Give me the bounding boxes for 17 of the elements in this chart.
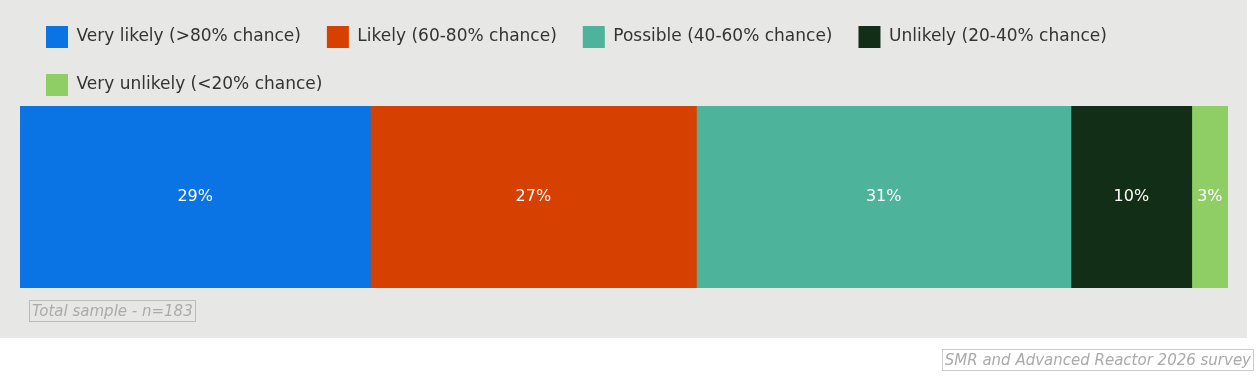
bar bbox=[696, 106, 1072, 288]
legend-label: Very unlikely (<20% chance) bbox=[76, 73, 323, 94]
text: Total sample - n=183 bbox=[29, 300, 196, 322]
bar bbox=[369, 106, 697, 288]
bar bbox=[1191, 106, 1228, 288]
legend-label: Possible (40-60% chance) bbox=[613, 25, 833, 46]
text: SMR and Advanced Reactor 2026 survey bbox=[941, 349, 1254, 371]
legend-label: Likely (60-80% chance) bbox=[357, 25, 557, 46]
legend-label: Very likely (>80% chance) bbox=[76, 25, 301, 46]
data-label: 31% bbox=[865, 186, 902, 206]
data-label: 3% bbox=[1197, 186, 1223, 206]
data-label: 27% bbox=[515, 186, 552, 206]
bar bbox=[20, 106, 371, 288]
legend-label: Unlikely (20-40% chance) bbox=[888, 25, 1107, 46]
bar bbox=[1070, 106, 1193, 288]
data-label: 10% bbox=[1113, 186, 1150, 206]
data-label: 29% bbox=[177, 186, 213, 206]
